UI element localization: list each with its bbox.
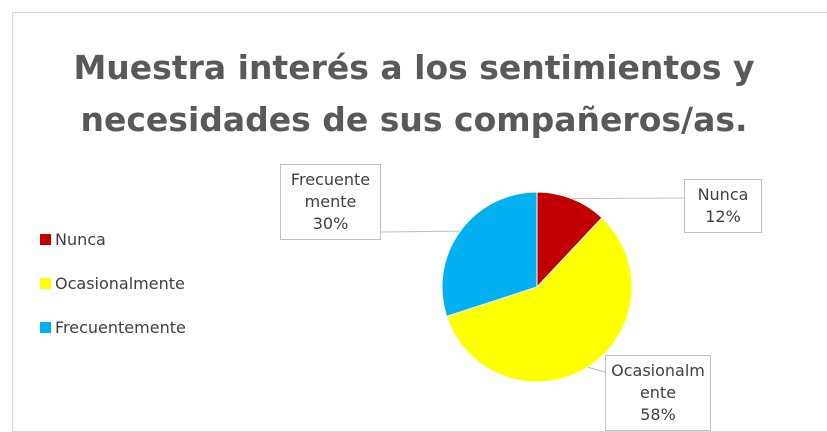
leader-line [587,366,606,373]
pie-slice [446,217,633,383]
legend-item: Frecuentemente [40,318,186,337]
data-label: Frecuentemente 30% [280,164,381,240]
page: Muestra interés a los sentimientos y nec… [12,12,827,432]
legend-item: Nunca [40,230,106,249]
legend-swatch [40,322,51,333]
legend-swatch [40,234,51,245]
leader-line [571,197,685,200]
label-category: Nunca [697,185,749,204]
label-category: Ocasionalmente [611,361,705,402]
label-value: 12% [705,207,741,226]
label-category: Frecuentemente [290,170,371,211]
legend-swatch [40,278,51,289]
chart-title: Muestra interés a los sentimientos y nec… [73,48,755,139]
legend-text: Ocasionalmente [55,274,185,293]
data-label: Ocasionalmente 58% [605,355,711,431]
pie-slice [441,191,538,317]
legend-text: Nunca [55,230,106,249]
label-value: 58% [640,405,676,424]
pie-slice [536,191,603,289]
legend-text: Frecuentemente [55,318,186,337]
data-label: Nunca 12% [684,179,762,233]
leader-line [380,230,461,233]
legend-item: Ocasionalmente [40,274,185,293]
label-value: 30% [312,214,349,233]
pie-chart [380,191,685,383]
